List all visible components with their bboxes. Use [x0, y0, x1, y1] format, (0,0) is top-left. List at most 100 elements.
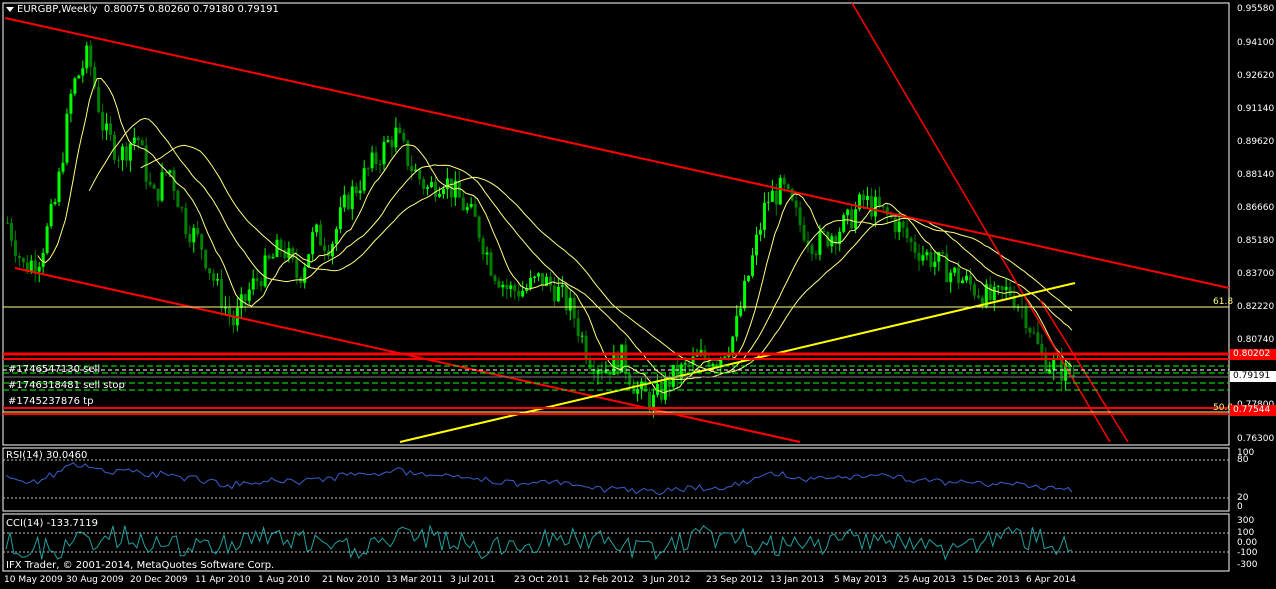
candle-body	[806, 240, 810, 246]
candle-body	[1044, 354, 1048, 373]
candle-body	[426, 187, 430, 189]
candle-body	[517, 290, 521, 297]
candle-body	[957, 267, 961, 284]
candle-body	[834, 236, 838, 245]
steep-trend-line-1	[851, 2, 1111, 443]
candle-body	[921, 255, 925, 261]
candle-body	[220, 279, 223, 309]
candle-body	[168, 170, 172, 174]
ma-line	[88, 117, 1073, 381]
candle-body	[600, 370, 604, 374]
candle-body	[481, 238, 485, 255]
candle-body	[758, 229, 762, 235]
candle-body	[770, 190, 774, 202]
candle-body	[651, 394, 655, 410]
candle-body	[120, 146, 124, 161]
candle-body	[1024, 307, 1028, 329]
order-label[interactable]: #1745237876 tp	[8, 396, 94, 407]
candle-body	[941, 252, 945, 254]
candle-body	[132, 137, 136, 144]
fib-label: 50.0	[1213, 403, 1234, 413]
price-tag: 0.77544	[1230, 405, 1276, 416]
date-axis-label: 23 Oct 2011	[514, 575, 570, 585]
candle-body	[604, 370, 608, 374]
candle-body	[152, 184, 156, 189]
rsi-level: 80	[1237, 455, 1249, 465]
candle-body	[77, 75, 81, 79]
date-axis-label: 15 Dec 2013	[962, 575, 1020, 585]
price-tag: 0.80202	[1230, 349, 1276, 360]
candle-body	[969, 275, 972, 285]
candle-body	[354, 186, 358, 194]
candle-body	[358, 190, 362, 194]
candle-body	[683, 363, 687, 365]
candle-body	[109, 123, 113, 135]
candle-body	[913, 241, 917, 253]
candle-body	[402, 132, 406, 141]
candle-body	[430, 181, 434, 188]
candle-body	[1068, 363, 1072, 375]
candle-body	[394, 127, 398, 148]
order-label[interactable]: #1746318481 sell stop	[8, 380, 125, 391]
candle-body	[489, 252, 493, 276]
price-axis-label: 0.76300	[1237, 434, 1275, 444]
candle-body	[6, 222, 9, 224]
candle-body	[93, 66, 97, 88]
candle-body	[552, 285, 556, 302]
candle-body	[303, 267, 307, 283]
candle-body	[505, 284, 509, 290]
symbol-label: EURGBP,Weekly	[17, 4, 98, 15]
candle-body	[465, 207, 469, 211]
dropdown-triangle-icon[interactable]	[6, 6, 14, 12]
candle-body	[323, 245, 327, 251]
candle-body	[814, 254, 818, 256]
candle-body	[25, 262, 29, 273]
candle-body	[204, 249, 208, 269]
candle-body	[338, 207, 342, 229]
candle-body	[105, 123, 109, 131]
candle-body	[136, 137, 140, 141]
candle-body	[858, 194, 862, 210]
candle-body	[905, 227, 909, 239]
candle-body	[398, 127, 402, 133]
candle-body	[751, 255, 755, 276]
candle-body	[509, 285, 513, 290]
candle-body	[616, 352, 620, 373]
candle-body	[576, 318, 580, 336]
cci-level: -300	[1237, 560, 1258, 570]
candle-body	[61, 162, 65, 172]
candle-body	[972, 284, 976, 296]
ohlc-values: 0.80075 0.80260 0.79180 0.79191	[103, 4, 279, 15]
candle-body	[164, 172, 168, 174]
candle-body	[1052, 359, 1056, 370]
candle-body	[69, 93, 73, 114]
candle-body	[513, 285, 517, 291]
candle-body	[386, 140, 390, 142]
candle-body	[493, 275, 497, 282]
price-axis-label: 0.85180	[1237, 236, 1275, 246]
upper-channel-line	[4, 17, 1230, 289]
candle-body	[667, 377, 671, 387]
candle-body	[212, 273, 216, 281]
candle-body	[37, 266, 41, 272]
candle-body	[390, 140, 394, 148]
price-axis-label: 0.83700	[1237, 269, 1275, 279]
candle-body	[251, 278, 255, 290]
candle-body	[73, 78, 77, 94]
bid-price-tag: 0.79191	[1230, 371, 1276, 382]
candle-body	[766, 201, 770, 203]
candle-body	[862, 194, 865, 201]
candle-body	[346, 194, 350, 210]
candle-body	[945, 253, 949, 283]
candle-body	[541, 273, 544, 286]
candle-body	[790, 189, 794, 201]
candle-body	[148, 181, 152, 185]
order-label[interactable]: #1746547130 sell	[8, 364, 101, 375]
candle-body	[794, 200, 798, 208]
rsi-line	[5, 462, 1073, 496]
candle-body	[965, 275, 969, 281]
candle-body	[774, 190, 778, 205]
candle-body	[17, 255, 21, 259]
candle-body	[366, 168, 370, 170]
